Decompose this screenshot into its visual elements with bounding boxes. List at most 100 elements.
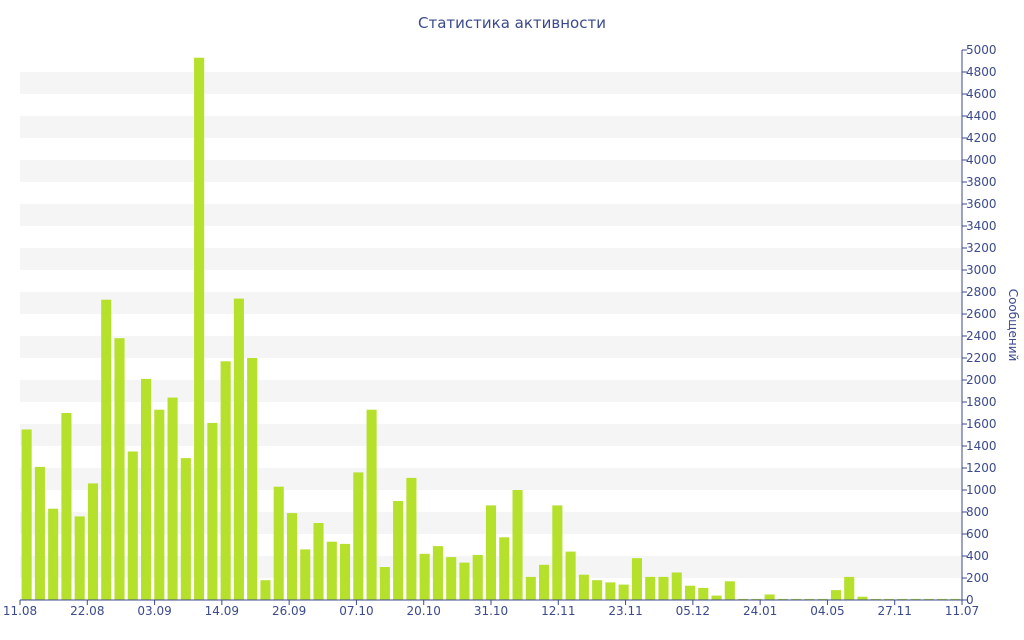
y-tick-label: 1200 bbox=[966, 461, 997, 475]
bar bbox=[406, 477, 417, 600]
grid-band bbox=[20, 248, 962, 270]
y-tick-label: 1400 bbox=[966, 439, 997, 453]
bar bbox=[167, 397, 178, 600]
bar bbox=[366, 409, 377, 600]
bar bbox=[910, 598, 921, 600]
bar bbox=[883, 598, 895, 600]
bar bbox=[446, 557, 457, 600]
bar bbox=[34, 466, 45, 600]
grid-bands bbox=[20, 72, 962, 578]
bar bbox=[565, 551, 576, 600]
x-tick-label: 14.09 bbox=[205, 604, 239, 618]
y-tick-label: 0 bbox=[966, 593, 974, 607]
bar bbox=[300, 549, 311, 600]
bar bbox=[764, 594, 775, 600]
bar bbox=[817, 598, 828, 600]
grid-band bbox=[20, 380, 962, 402]
y-tick-label: 4000 bbox=[966, 153, 997, 167]
bar bbox=[923, 598, 934, 600]
bar bbox=[472, 554, 483, 600]
bar bbox=[61, 413, 72, 600]
x-tick-label: 12.11 bbox=[541, 604, 575, 618]
y-tick-label: 800 bbox=[966, 505, 989, 519]
x-tick-label: 05.12 bbox=[676, 604, 710, 618]
bar bbox=[220, 361, 231, 600]
y-tick-label: 1600 bbox=[966, 417, 997, 431]
bar bbox=[777, 598, 788, 600]
x-tick-label: 20.10 bbox=[407, 604, 441, 618]
bar bbox=[512, 490, 523, 600]
bar bbox=[724, 581, 735, 600]
x-tick-label: 11.08 bbox=[3, 604, 37, 618]
bar bbox=[313, 523, 324, 600]
bar bbox=[645, 576, 656, 600]
bar bbox=[260, 580, 271, 600]
bar bbox=[141, 378, 152, 600]
bar bbox=[48, 508, 59, 600]
bar bbox=[684, 585, 696, 600]
bar bbox=[419, 553, 430, 600]
bar bbox=[711, 595, 722, 600]
bar bbox=[154, 409, 165, 600]
bar bbox=[791, 598, 802, 600]
bar bbox=[844, 576, 855, 600]
bars bbox=[21, 57, 961, 600]
x-tick-label: 22.08 bbox=[70, 604, 104, 618]
y-tick-label: 3400 bbox=[966, 219, 997, 233]
bar bbox=[485, 505, 497, 600]
bar bbox=[326, 541, 337, 600]
y-tick-label: 3600 bbox=[966, 197, 997, 211]
x-tick-label: 31.10 bbox=[474, 604, 508, 618]
bar bbox=[114, 338, 125, 600]
bar bbox=[127, 451, 138, 600]
bar bbox=[180, 458, 191, 600]
x-tick-label: 24.01 bbox=[743, 604, 777, 618]
bar bbox=[74, 516, 85, 600]
y-axis-title: Сообщений bbox=[1006, 289, 1020, 362]
y-tick-label: 3200 bbox=[966, 241, 997, 255]
grid-band bbox=[20, 292, 962, 314]
y-tick-label: 200 bbox=[966, 571, 989, 585]
bar bbox=[233, 298, 244, 600]
y-tick-label: 2400 bbox=[966, 329, 997, 343]
bar bbox=[698, 587, 709, 600]
y-tick-label: 1800 bbox=[966, 395, 997, 409]
bar bbox=[830, 590, 841, 600]
x-tick-label: 03.09 bbox=[137, 604, 171, 618]
bar bbox=[552, 505, 563, 600]
y-tick-label: 5000 bbox=[966, 43, 997, 57]
bar bbox=[499, 537, 510, 600]
bar bbox=[857, 596, 868, 600]
y-tick-label: 2200 bbox=[966, 351, 997, 365]
y-tick-label: 4800 bbox=[966, 65, 997, 79]
bar bbox=[605, 582, 616, 600]
y-tick-label: 1000 bbox=[966, 483, 997, 497]
bar bbox=[432, 546, 443, 600]
bar bbox=[286, 513, 298, 600]
grid-band bbox=[20, 116, 962, 138]
bar bbox=[658, 576, 669, 600]
bar bbox=[273, 486, 284, 600]
grid-band bbox=[20, 204, 962, 226]
y-tick-label: 3000 bbox=[966, 263, 997, 277]
y-tick-label: 2800 bbox=[966, 285, 997, 299]
bar bbox=[353, 472, 364, 600]
x-tick-label: 04.05 bbox=[810, 604, 844, 618]
y-axis: 0 200 400 600 800 1000 1200 1400 1600 1800 2000 220… bbox=[961, 43, 997, 607]
bar bbox=[592, 580, 603, 600]
bar bbox=[393, 501, 404, 600]
bar bbox=[340, 543, 351, 600]
bar bbox=[870, 598, 881, 600]
bar bbox=[618, 584, 629, 600]
bar bbox=[751, 598, 762, 600]
bar bbox=[379, 567, 390, 600]
bar bbox=[950, 598, 961, 600]
bar bbox=[578, 574, 589, 600]
chart-title: Статистика активности bbox=[418, 14, 606, 32]
y-tick-label: 2000 bbox=[966, 373, 997, 387]
grid-band bbox=[20, 336, 962, 358]
grid-band bbox=[20, 160, 962, 182]
bar bbox=[897, 598, 908, 600]
bar bbox=[459, 562, 470, 600]
